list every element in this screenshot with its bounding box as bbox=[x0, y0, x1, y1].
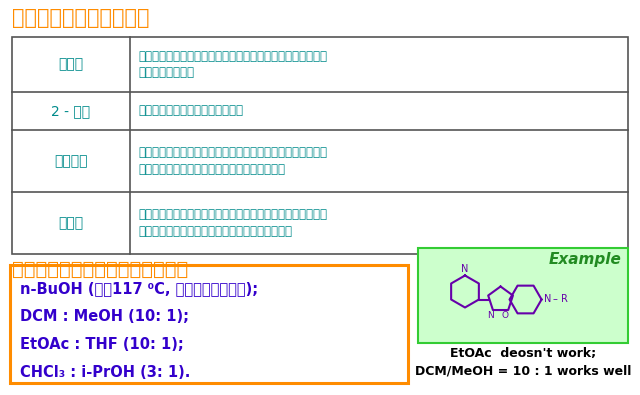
Text: 常用于萃取大极性物质的有机溶剂: 常用于萃取大极性物质的有机溶剂 bbox=[12, 260, 188, 279]
Text: 适宜从缓冲液中提取水溶性物质。: 适宜从缓冲液中提取水溶性物质。 bbox=[138, 105, 243, 117]
Text: EtOAc  deosn't work;: EtOAc deosn't work; bbox=[450, 347, 596, 360]
Text: 几种特殊的有机萃取溶剂: 几种特殊的有机萃取溶剂 bbox=[12, 8, 150, 28]
Text: 不溶于水，具有小分子醇和大分子醇的共同特点。常用从水中
萃取大极性物质。: 不溶于水，具有小分子醇和大分子醇的共同特点。常用从水中 萃取大极性物质。 bbox=[138, 49, 327, 79]
Text: DCM : MeOH (10: 1);: DCM : MeOH (10: 1); bbox=[20, 309, 189, 324]
Text: N: N bbox=[543, 295, 551, 305]
Bar bbox=[12, 37, 628, 254]
Text: 性质介于小分子和大分子酯之间，在水中的溶解度极小，可从
水中萃取有机化合物，尤其是氨基酸类化合物。: 性质介于小分子和大分子酯之间，在水中的溶解度极小，可从 水中萃取有机化合物，尤其… bbox=[138, 146, 327, 176]
Text: CHCl₃ : i-PrOH (3: 1).: CHCl₃ : i-PrOH (3: 1). bbox=[20, 365, 190, 380]
Text: DCM/MeOH = 10 : 1 works well: DCM/MeOH = 10 : 1 works well bbox=[415, 365, 631, 378]
Text: N: N bbox=[487, 310, 494, 320]
Text: N: N bbox=[461, 265, 468, 275]
Bar bbox=[10, 265, 408, 383]
Text: O: O bbox=[501, 310, 508, 320]
Text: Example: Example bbox=[549, 252, 622, 267]
Text: 异丙醚: 异丙醚 bbox=[58, 216, 84, 230]
Text: 2 - 丁醇: 2 - 丁醇 bbox=[51, 104, 91, 118]
Bar bbox=[418, 248, 628, 343]
Text: 正丁醇: 正丁醇 bbox=[58, 58, 84, 71]
Text: 乙酸丁酯: 乙酸丁酯 bbox=[54, 154, 88, 168]
Text: EtOAc : THF (10: 1);: EtOAc : THF (10: 1); bbox=[20, 337, 184, 352]
Text: n-BuOH (沸点117 ⁰C, 油泵旋蒸方可除去);: n-BuOH (沸点117 ⁰C, 油泵旋蒸方可除去); bbox=[20, 281, 258, 296]
Text: 性质介于小分子和大分子醚之间，极性相对较小，在水中的溶
解度较小，很适宜从磷酸盐缓冲溶液中提取羧酸。: 性质介于小分子和大分子醚之间，极性相对较小，在水中的溶 解度较小，很适宜从磷酸盐… bbox=[138, 208, 327, 238]
Text: – R: – R bbox=[552, 295, 568, 305]
